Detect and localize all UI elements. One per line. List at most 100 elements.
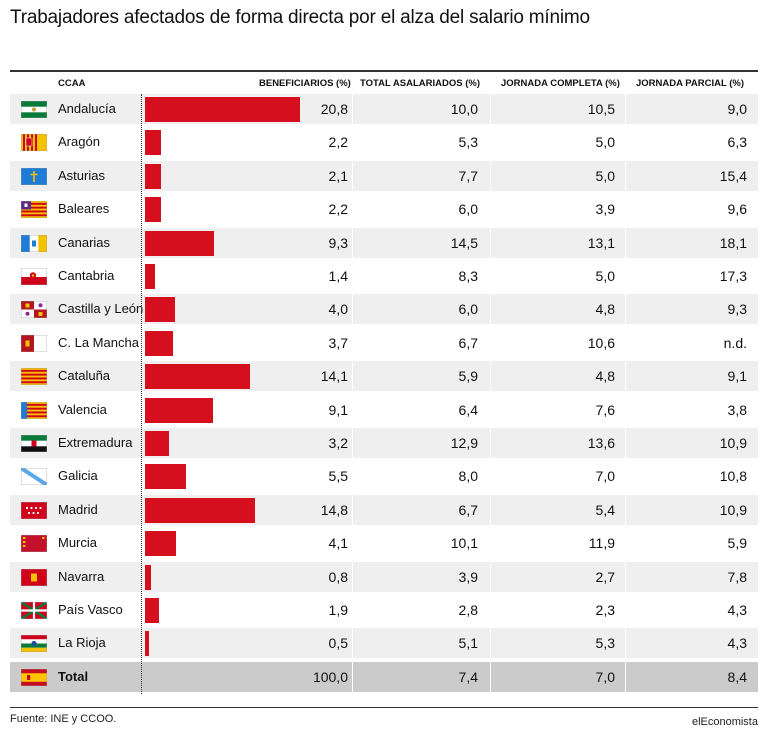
region-name: País Vasco xyxy=(58,602,123,617)
jornada-completa-value: 7,0 xyxy=(595,468,615,484)
total-asalariados-value: 6,0 xyxy=(458,201,478,217)
jornada-parcial-value: 9,6 xyxy=(727,201,747,217)
table-row: La Rioja 0,5 5,1 5,3 4,3 xyxy=(10,628,758,658)
column-separator xyxy=(352,94,353,694)
table-row: Aragón 2,2 5,3 5,0 6,3 xyxy=(10,127,758,157)
region-name: La Rioja xyxy=(58,635,106,650)
region-name: Murcia xyxy=(58,535,98,550)
jornada-parcial-value: 3,8 xyxy=(727,402,747,418)
brand-logo: elEconomista xyxy=(691,716,758,728)
extremadura-flag-icon xyxy=(21,435,47,452)
jornada-parcial-value: 6,3 xyxy=(727,134,747,150)
total-asalariados-value: 5,9 xyxy=(458,368,478,384)
table-row: Asturias 2,1 7,7 5,0 15,4 xyxy=(10,161,758,191)
region-name: Valencia xyxy=(58,402,107,417)
beneficiarios-bar xyxy=(145,631,149,656)
beneficiarios-value: 14,1 xyxy=(320,368,348,384)
table-row: Navarra 0,8 3,9 2,7 7,8 xyxy=(10,562,758,592)
jornada-completa-value: 5,0 xyxy=(595,168,615,184)
region-name: Cataluña xyxy=(58,368,111,383)
jornada-parcial-value: 7,8 xyxy=(727,569,747,585)
total-asalariados-value: 10,0 xyxy=(450,101,478,117)
jornada-completa-value: 3,9 xyxy=(595,201,615,217)
beneficiarios-bar xyxy=(145,598,160,623)
beneficiarios-value: 2,1 xyxy=(328,168,348,184)
navarra-flag-icon xyxy=(21,569,47,586)
castilla-leon-flag-icon xyxy=(21,301,47,318)
jornada-completa-value: 10,6 xyxy=(587,335,615,351)
jornada-parcial-value: 5,9 xyxy=(727,535,747,551)
table-row: Andalucía 20,8 10,0 10,5 9,0 xyxy=(10,94,758,124)
beneficiarios-bar xyxy=(145,97,300,122)
la-rioja-flag-icon xyxy=(21,635,47,652)
region-name: Canarias xyxy=(58,235,111,250)
region-name: Aragón xyxy=(58,134,100,149)
header-region: CCAA xyxy=(58,78,86,89)
beneficiarios-value: 1,4 xyxy=(328,268,348,284)
region-name: Baleares xyxy=(58,201,110,216)
jornada-parcial-value: 18,1 xyxy=(719,235,747,251)
region-name: Madrid xyxy=(58,502,98,517)
header-jornada-completa: JORNADA COMPLETA (%) xyxy=(501,78,620,89)
table-row: Murcia 4,1 10,1 11,9 5,9 xyxy=(10,528,758,558)
table-row: Valencia 9,1 6,4 7,6 3,8 xyxy=(10,395,758,425)
cantabria-flag-icon xyxy=(21,268,47,285)
top-rule xyxy=(10,70,758,72)
total-asalariados-value: 6,7 xyxy=(458,335,478,351)
jornada-completa-value: 13,1 xyxy=(587,235,615,251)
beneficiarios-value: 2,2 xyxy=(328,201,348,217)
asturias-flag-icon xyxy=(21,168,47,185)
beneficiarios-value: 5,5 xyxy=(328,468,348,484)
jornada-completa-value: 4,8 xyxy=(595,301,615,317)
jornada-parcial-value: 17,3 xyxy=(719,268,747,284)
madrid-flag-icon xyxy=(21,502,47,519)
beneficiarios-value: 4,1 xyxy=(328,535,348,551)
jornada-parcial-value: 15,4 xyxy=(719,168,747,184)
total-asalariados-value: 10,1 xyxy=(450,535,478,551)
jornada-parcial-value: n.d. xyxy=(723,335,747,351)
beneficiarios-value: 100,0 xyxy=(312,669,348,685)
total-row: Total 100,0 7,4 7,0 8,4 xyxy=(10,662,758,692)
beneficiarios-value: 9,1 xyxy=(328,402,348,418)
beneficiarios-bar xyxy=(145,264,156,289)
beneficiarios-value: 3,7 xyxy=(328,335,348,351)
valencia-flag-icon xyxy=(21,402,47,419)
total-asalariados-value: 5,1 xyxy=(458,635,478,651)
beneficiarios-bar xyxy=(145,498,256,523)
andalucia-flag-icon xyxy=(21,101,47,118)
region-name: Navarra xyxy=(58,569,105,584)
total-asalariados-value: 5,3 xyxy=(458,134,478,150)
source-note: Fuente: INE y CCOO. xyxy=(10,713,117,725)
table-row: Canarias 9,3 14,5 13,1 18,1 xyxy=(10,228,758,258)
beneficiarios-bar xyxy=(145,231,215,256)
castilla-la-mancha-flag-icon xyxy=(21,335,47,352)
jornada-parcial-value: 4,3 xyxy=(727,635,747,651)
region-name: Total xyxy=(58,669,89,684)
table-row: Galicia 5,5 8,0 7,0 10,8 xyxy=(10,461,758,491)
spain-flag-icon xyxy=(21,669,47,686)
jornada-completa-value: 5,3 xyxy=(595,635,615,651)
jornada-completa-value: 5,4 xyxy=(595,502,615,518)
beneficiarios-bar xyxy=(145,398,213,423)
beneficiarios-bar xyxy=(145,431,169,456)
beneficiarios-bar xyxy=(145,130,162,155)
jornada-completa-value: 5,0 xyxy=(595,134,615,150)
cataluna-flag-icon xyxy=(21,368,47,385)
table-row: Cataluña 14,1 5,9 4,8 9,1 xyxy=(10,361,758,391)
total-asalariados-value: 3,9 xyxy=(458,569,478,585)
total-asalariados-value: 7,7 xyxy=(458,168,478,184)
beneficiarios-bar xyxy=(145,364,251,389)
table-row: Madrid 14,8 6,7 5,4 10,9 xyxy=(10,495,758,525)
total-asalariados-value: 8,0 xyxy=(458,468,478,484)
table-row: Extremadura 3,2 12,9 13,6 10,9 xyxy=(10,428,758,458)
table-row: C. La Mancha 3,7 6,7 10,6 n.d. xyxy=(10,328,758,358)
jornada-parcial-value: 4,3 xyxy=(727,602,747,618)
region-name: Castilla y León xyxy=(58,301,144,316)
jornada-completa-value: 7,0 xyxy=(595,669,615,685)
jornada-parcial-value: 10,9 xyxy=(719,502,747,518)
beneficiarios-value: 0,8 xyxy=(328,569,348,585)
jornada-parcial-value: 10,8 xyxy=(719,468,747,484)
jornada-completa-value: 13,6 xyxy=(587,435,615,451)
beneficiarios-value: 20,8 xyxy=(320,101,348,117)
table-row: Baleares 2,2 6,0 3,9 9,6 xyxy=(10,194,758,224)
